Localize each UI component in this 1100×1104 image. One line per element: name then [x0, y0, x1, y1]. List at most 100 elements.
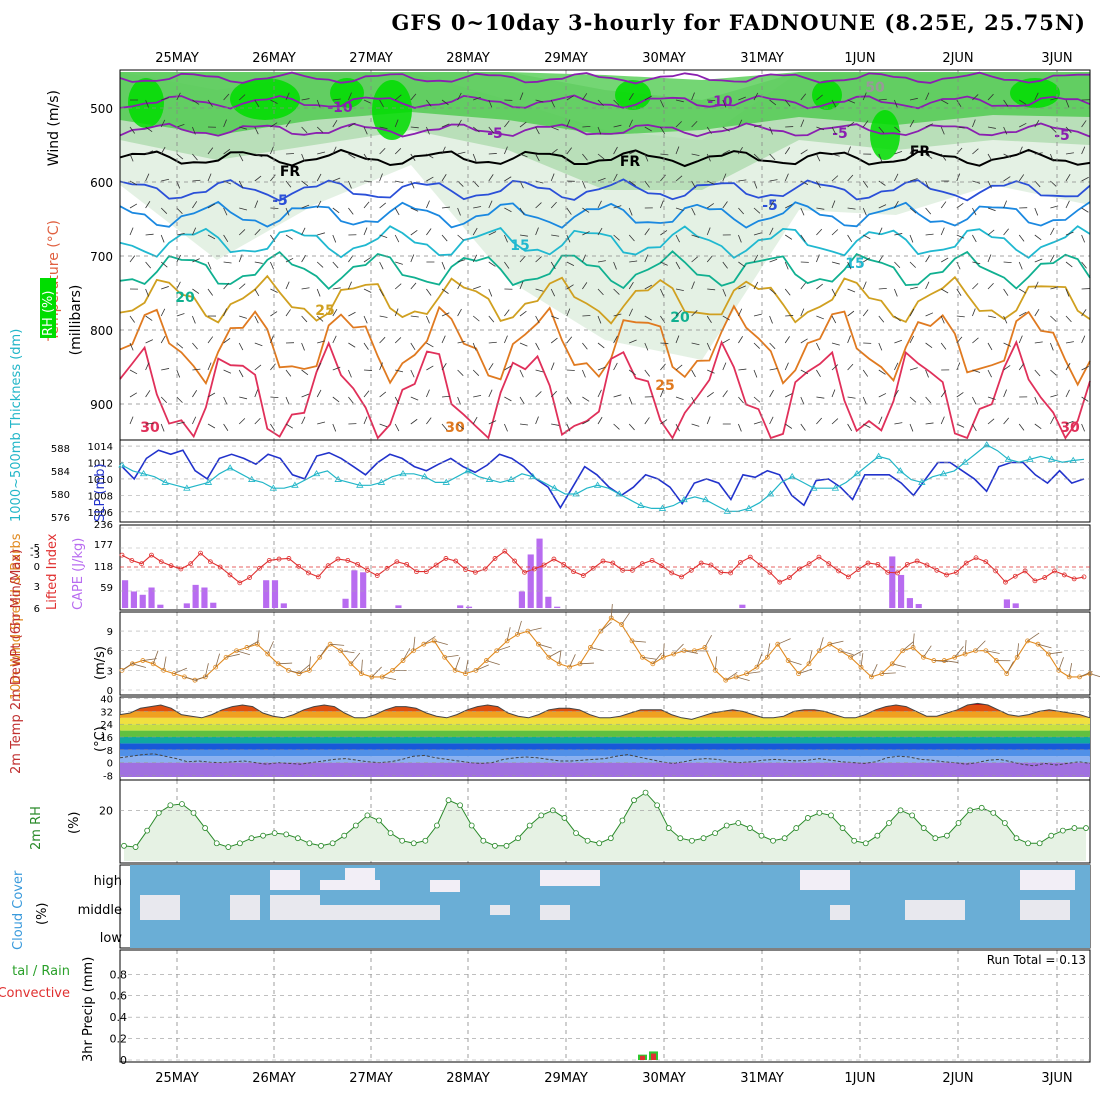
cape-bar: [395, 605, 401, 608]
label-2m-temp: 2m Temp 2m DewPt (6hr Min/Max): [9, 549, 24, 774]
date-label-top: 26MAY: [252, 51, 296, 66]
rh-marker: [319, 843, 324, 848]
surface-wind-barb: [892, 664, 906, 667]
rh-marker: [295, 836, 300, 841]
rh-marker: [179, 802, 184, 807]
thickness-ytick: 576: [51, 513, 70, 524]
surface-wind-barb: [153, 651, 158, 664]
upper-ytick: 700: [90, 250, 113, 264]
rh-marker: [597, 841, 602, 846]
rh-marker: [133, 845, 138, 850]
contour-label: FR: [620, 154, 641, 170]
rh-labels: 2m RH: [29, 806, 44, 850]
surface-wind-barb: [132, 664, 146, 668]
cape-bar: [281, 603, 287, 608]
rh-marker: [1026, 841, 1031, 846]
rh-marker: [863, 841, 868, 846]
cape-bar: [272, 580, 278, 608]
rh-marker: [562, 815, 567, 820]
date-label-top: 25MAY: [155, 51, 199, 66]
rh-marker: [365, 813, 370, 818]
date-label-top: 2JUN: [942, 51, 973, 66]
rh-marker: [1014, 836, 1019, 841]
rh-blob: [812, 80, 842, 110]
temp-ytick: 32: [100, 707, 113, 718]
surface-wind-barbs: [122, 604, 1100, 681]
surface-wind-barb: [976, 641, 986, 651]
surface-wind-barb: [528, 628, 542, 631]
contour-label: -5: [1054, 128, 1070, 144]
rh-marker: [794, 826, 799, 831]
date-label-bottom: 31MAY: [740, 1071, 784, 1086]
rh-marker: [446, 798, 451, 803]
rh-area: [124, 793, 1086, 861]
slp-right-label: SLP (mb): [93, 463, 108, 522]
date-label-top: 1JUN: [844, 51, 875, 66]
precip-ytick: 0.8: [110, 968, 128, 981]
rh-marker: [191, 810, 196, 815]
slp-labels: 1000~500mb Thickness (dm): [9, 329, 24, 522]
cloud-right-label: (%): [35, 903, 50, 926]
date-label-top: 29MAY: [544, 51, 588, 66]
cape-bar: [1004, 599, 1010, 608]
label-temp-units: (°C): [93, 726, 108, 752]
surface-wind-barb: [736, 677, 750, 681]
surface-wind-barb: [622, 613, 630, 625]
label-rh-units: (%): [67, 812, 82, 835]
rh-marker: [1049, 833, 1054, 838]
rh-marker: [852, 838, 857, 843]
cloud-high-block: [1040, 880, 1070, 890]
rh-marker: [655, 803, 660, 808]
label-2m-rh: 2m RH: [29, 806, 44, 850]
rh-marker: [330, 841, 335, 846]
surface-wind-barb: [268, 641, 274, 654]
date-label-top: 31MAY: [740, 51, 784, 66]
slp-ytick: 1014: [88, 442, 113, 453]
rh-marker: [156, 810, 161, 815]
rh-marker: [353, 823, 358, 828]
temp-band: [120, 750, 1090, 756]
cape-ytick: 59: [100, 583, 113, 594]
rh-marker: [237, 841, 242, 846]
surface-wind-barb: [455, 657, 460, 670]
date-label-bottom: 26MAY: [252, 1071, 296, 1086]
rh-legend-label: RH (%): [41, 291, 56, 336]
surface-wind-barb: [778, 639, 791, 645]
cape-bar: [545, 597, 551, 608]
label-3hr-precip: 3hr Precip (mm): [81, 957, 96, 1062]
surface-wind-barb: [923, 646, 931, 658]
temp-band: [120, 737, 1090, 743]
contour-label: FR: [280, 164, 301, 180]
rh-marker: [469, 823, 474, 828]
rh-marker: [933, 836, 938, 841]
cloud-high-block: [345, 868, 375, 880]
rh-marker: [376, 818, 381, 823]
contour-label: 15: [510, 238, 529, 254]
li-ytick: 6: [34, 604, 40, 615]
rh-marker: [1060, 828, 1065, 833]
rh-marker: [203, 826, 208, 831]
surface-wind-barb: [320, 646, 328, 658]
rh-marker: [678, 836, 683, 841]
surface-wind-barb: [164, 657, 166, 671]
rh-marker: [214, 841, 219, 846]
cloud-mid-block: [905, 900, 965, 920]
rh-marker: [620, 818, 625, 823]
precip-convective-bar: [651, 1054, 656, 1060]
rh-marker: [539, 813, 544, 818]
cloud-high-block: [430, 880, 460, 892]
cape-bar: [519, 591, 525, 608]
cape-bar: [898, 575, 904, 608]
rh-marker: [886, 821, 891, 826]
cape-bar: [351, 570, 357, 608]
label-total-rain: tal / Rain: [12, 964, 70, 979]
label-cloud-units: (%): [35, 903, 50, 926]
wind-barb: [489, 153, 497, 154]
wind-barb: [364, 370, 372, 371]
surface-wind-barb: [705, 635, 712, 647]
rh-marker: [771, 838, 776, 843]
temp-band: [120, 743, 1090, 749]
rh-marker: [249, 836, 254, 841]
surface-wind-barb: [486, 661, 499, 665]
